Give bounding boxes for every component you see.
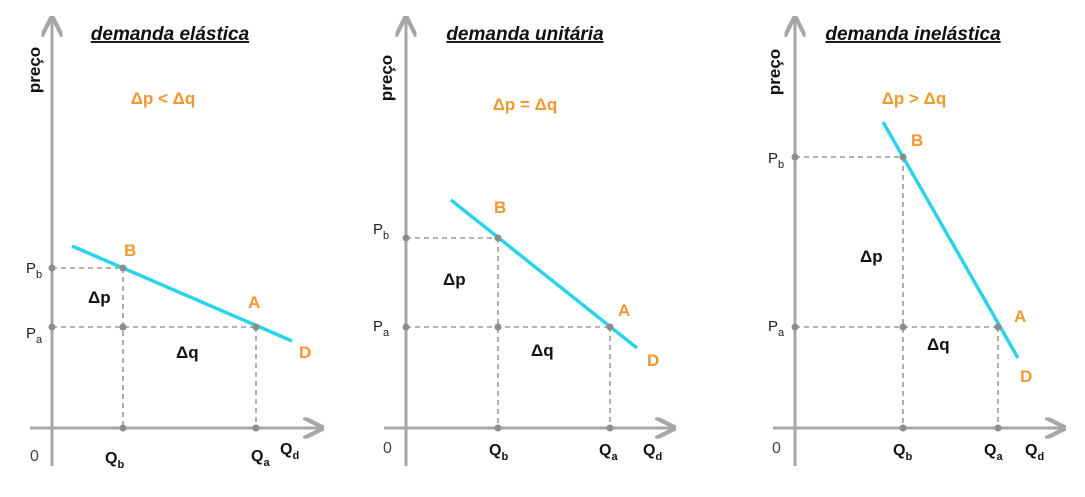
delta-p-label: Δp: [443, 270, 466, 289]
point-b-dot: [494, 234, 502, 242]
delta-q-label: Δq: [927, 335, 950, 354]
delta-p-label: Δp: [860, 247, 883, 266]
qa-label: Qa: [984, 442, 1003, 463]
qd-label: Qd: [643, 442, 662, 463]
qb-label: Qb: [489, 442, 508, 463]
qa-dot: [606, 424, 614, 432]
pa-label: Pa: [373, 318, 390, 339]
demand-curve: [881, 121, 1020, 359]
pb-dot: [48, 264, 56, 272]
pb-dot: [402, 234, 410, 242]
panel-title: demanda elástica: [91, 24, 250, 45]
origin-label: 0: [383, 440, 392, 457]
point-d-label: D: [647, 351, 659, 370]
pb-label: Pb: [768, 150, 784, 171]
delta-p-label: Δp: [88, 288, 111, 307]
pb-label: Pb: [373, 221, 389, 242]
panel-unitary: demanda unitária preço Δp = Δq B A D Δp …: [373, 20, 672, 466]
origin-label: 0: [30, 448, 39, 465]
delta-q-label: Δq: [531, 341, 554, 360]
y-axis-label: preço: [765, 49, 784, 95]
y-axis-label: preço: [25, 47, 44, 93]
point-d-label: D: [299, 343, 311, 362]
pa-label: Pa: [26, 325, 43, 346]
point-b-label: B: [124, 241, 136, 260]
qb-dot: [119, 424, 127, 432]
point-a-label: A: [248, 293, 260, 312]
y-axis-label: preço: [377, 55, 396, 101]
point-b-dot: [119, 264, 127, 272]
qb-label: Qb: [105, 450, 124, 471]
corner-dot: [119, 323, 127, 331]
qb-label: Qb: [893, 442, 912, 463]
pa-dot: [402, 323, 410, 331]
qd-label: Qd: [280, 441, 299, 462]
qd-label: Qd: [1025, 442, 1044, 463]
relation-label: Δp = Δq: [493, 95, 558, 114]
corner-dot: [899, 323, 907, 331]
qb-dot: [494, 424, 502, 432]
corner-dot: [494, 323, 502, 331]
delta-q-label: Δq: [176, 343, 199, 362]
qa-label: Qa: [599, 442, 618, 463]
panel-title: demanda inelástica: [825, 24, 1001, 45]
point-b-label: B: [911, 131, 923, 150]
point-b-dot: [899, 153, 907, 161]
origin-label: 0: [772, 440, 781, 457]
point-a-dot: [994, 323, 1002, 331]
pb-dot: [791, 153, 799, 161]
point-a-label: A: [1014, 307, 1026, 326]
qb-dot: [899, 424, 907, 432]
panel-elastic: demanda elástica preço Δp < Δq B A D Δp …: [25, 20, 320, 471]
qa-dot: [252, 424, 260, 432]
panel-title: demanda unitária: [446, 24, 604, 45]
point-a-label: A: [618, 301, 630, 320]
point-a-dot: [606, 323, 614, 331]
point-d-label: D: [1020, 367, 1032, 386]
pa-dot: [48, 323, 56, 331]
point-a-dot: [252, 323, 260, 331]
pa-dot: [791, 323, 799, 331]
relation-label: Δp > Δq: [882, 89, 947, 108]
pb-label: Pb: [26, 260, 42, 281]
demand-curve: [449, 198, 639, 350]
qa-label: Qa: [251, 448, 270, 469]
qa-dot: [994, 424, 1002, 432]
relation-label: Δp < Δq: [131, 89, 196, 108]
point-b-label: B: [494, 198, 506, 217]
panel-inelastic: demanda inelástica preço Δp > Δq B A D Δ…: [765, 20, 1062, 466]
pa-label: Pa: [768, 318, 785, 339]
